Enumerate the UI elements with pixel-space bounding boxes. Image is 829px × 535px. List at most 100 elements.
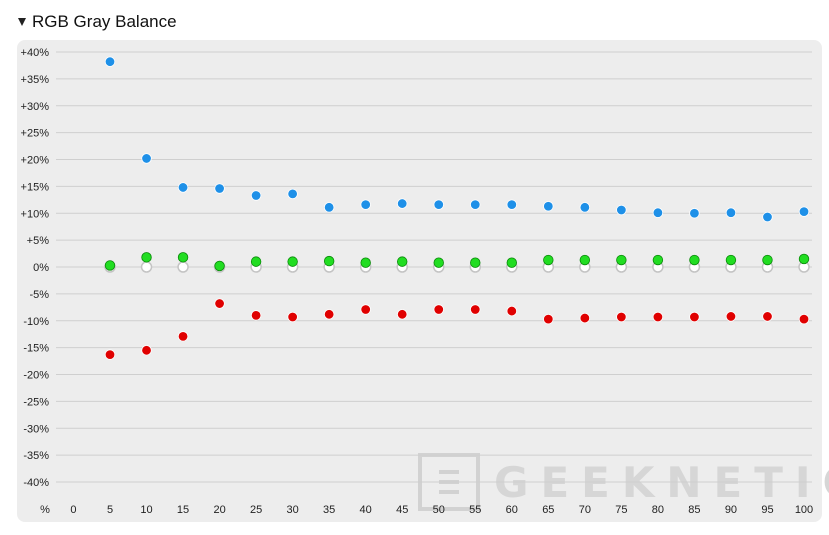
- y-tick-label: -10%: [23, 316, 49, 328]
- green-data-point: [506, 257, 517, 268]
- y-tick-label: -20%: [23, 370, 49, 382]
- x-tick-label: 10: [140, 504, 152, 516]
- green-data-point: [141, 252, 152, 263]
- x-tick-label: 90: [725, 504, 737, 516]
- blue-data-point: [725, 207, 737, 218]
- x-tick-label: 50: [433, 504, 445, 516]
- x-tick-label: 65: [542, 504, 554, 516]
- red-data-point: [104, 349, 116, 360]
- green-data-point: [798, 253, 810, 265]
- section-header[interactable]: RGB Gray Balance: [18, 10, 177, 34]
- blue-data-point: [543, 201, 554, 212]
- y-tick-label: +30%: [21, 101, 50, 113]
- x-tick-label: 0: [70, 504, 76, 516]
- red-data-point: [323, 309, 335, 320]
- blue-data-point: [652, 207, 664, 218]
- green-data-point: [725, 254, 737, 266]
- blue-data-point: [323, 202, 335, 213]
- x-tick-label: 40: [360, 504, 372, 516]
- y-tick-label: -5%: [29, 289, 49, 301]
- red-data-point: [470, 304, 481, 315]
- neutral-data-point: [177, 261, 189, 273]
- red-data-point: [433, 304, 444, 315]
- y-tick-label: +5%: [27, 235, 50, 247]
- blue-data-point: [762, 211, 773, 223]
- red-data-point: [360, 304, 371, 315]
- x-tick-label: 80: [652, 504, 664, 516]
- green-data-point: [433, 257, 444, 268]
- blue-data-point: [214, 183, 225, 194]
- red-data-point: [397, 309, 408, 320]
- blue-data-point: [177, 182, 189, 193]
- green-data-point: [397, 256, 408, 267]
- x-tick-label: 100: [795, 504, 813, 516]
- red-data-point: [141, 345, 152, 356]
- y-tick-label: +10%: [21, 208, 50, 220]
- red-data-point: [762, 311, 773, 322]
- x-tick-label: 95: [761, 504, 773, 516]
- y-tick-label: +35%: [21, 74, 50, 86]
- blue-data-point: [104, 56, 116, 67]
- red-data-point: [798, 313, 810, 325]
- red-data-point: [652, 311, 664, 323]
- green-data-point: [214, 260, 225, 272]
- red-data-point: [506, 305, 517, 317]
- x-tick-label: 15: [177, 504, 189, 516]
- blue-data-point: [579, 202, 591, 213]
- x-tick-label: 60: [506, 504, 518, 516]
- red-data-point: [725, 311, 737, 322]
- blue-data-point: [506, 199, 517, 210]
- x-tick-label: 5: [107, 504, 113, 516]
- x-tick-label: 85: [688, 504, 700, 516]
- blue-data-point: [397, 198, 408, 209]
- x-tick-label: 20: [213, 504, 225, 516]
- green-data-point: [250, 256, 262, 267]
- green-data-point: [616, 254, 627, 266]
- red-data-point: [616, 311, 627, 323]
- blue-data-point: [250, 190, 262, 201]
- x-tick-label: 25: [250, 504, 262, 516]
- y-tick-label: +25%: [21, 128, 50, 140]
- green-data-point: [652, 254, 664, 266]
- red-data-point: [579, 312, 591, 324]
- red-data-point: [543, 313, 554, 325]
- green-data-point: [762, 254, 773, 266]
- green-data-point: [579, 254, 591, 266]
- blue-data-point: [689, 208, 700, 219]
- red-data-point: [689, 311, 700, 323]
- x-tick-label: 30: [287, 504, 299, 516]
- green-data-point: [323, 255, 335, 267]
- y-tick-label: -35%: [23, 450, 49, 462]
- red-data-point: [177, 331, 189, 342]
- neutral-data-point: [140, 261, 153, 273]
- blue-data-point: [360, 199, 371, 210]
- red-data-point: [214, 298, 225, 309]
- x-unit-label: %: [40, 504, 50, 516]
- y-tick-label: +20%: [21, 155, 50, 167]
- blue-data-point: [470, 199, 481, 210]
- chart-title: RGB Gray Balance: [32, 12, 177, 31]
- red-data-point: [287, 311, 298, 323]
- triangle-down-icon[interactable]: [18, 18, 26, 26]
- y-tick-label: +40%: [21, 47, 50, 59]
- green-data-point: [470, 257, 481, 268]
- y-tick-label: 0%: [33, 262, 49, 274]
- y-tick-label: +15%: [21, 181, 50, 193]
- x-tick-label: 70: [579, 504, 591, 516]
- green-data-point: [287, 256, 298, 267]
- blue-data-point: [798, 206, 810, 217]
- green-data-point: [104, 260, 116, 271]
- blue-data-point: [433, 199, 444, 210]
- y-tick-label: -25%: [23, 396, 49, 408]
- x-tick-label: 45: [396, 504, 408, 516]
- red-data-point: [250, 310, 262, 321]
- green-data-point: [543, 254, 554, 266]
- blue-data-point: [616, 204, 627, 216]
- x-tick-label: 35: [323, 504, 335, 516]
- green-data-point: [177, 252, 189, 263]
- y-tick-label: -15%: [23, 343, 49, 355]
- green-data-point: [360, 257, 371, 268]
- chart-panel: [17, 40, 822, 522]
- green-data-point: [689, 254, 700, 266]
